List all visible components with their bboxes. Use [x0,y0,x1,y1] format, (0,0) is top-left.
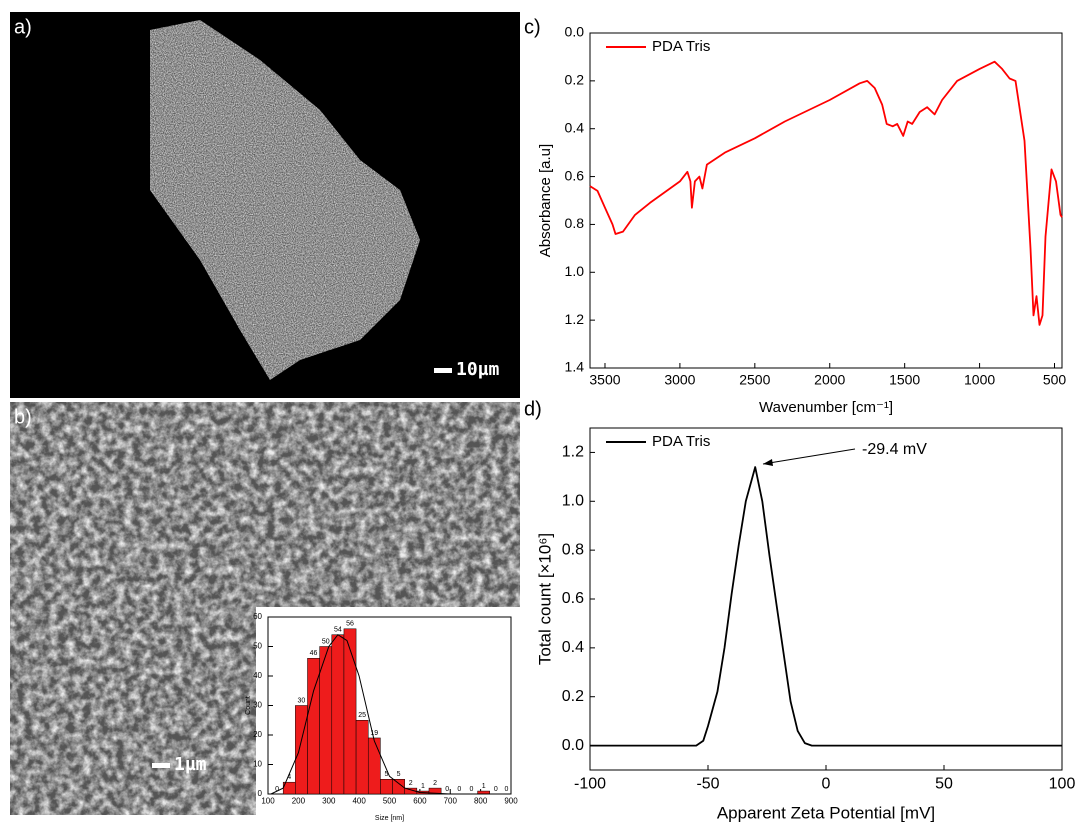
y-axis-label: Count [245,696,252,715]
bar-value-label: 0 [457,786,461,793]
page: a) 10µm b) 1µm c) d) -29.4 mV 1002003004… [0,0,1079,824]
x-tick-label: 100 [261,796,275,805]
bar-value-label: 5 [397,771,401,778]
scale-bar-label: 10µm [456,359,500,380]
x-tick-label: 2500 [739,371,770,387]
panel-label: d) [524,398,542,420]
scale-bar-label: 1µm [174,754,207,775]
y-axis-label: Total count [×10⁶] [535,533,554,665]
x-tick-label: 1500 [889,371,920,387]
y-tick-label: 10 [253,760,262,769]
bar-value-label: 56 [346,621,354,628]
bar [344,629,356,794]
bar-value-label: 1 [482,783,486,790]
y-tick-label: 60 [253,612,262,621]
x-tick-label: 400 [352,796,366,805]
legend-label: PDA Tris [652,433,710,450]
y-tick-label: 0.0 [562,737,584,754]
x-tick-label: 800 [474,796,488,805]
x-tick-label: 200 [292,796,306,805]
x-tick-label: 700 [444,796,458,805]
annotation-arrowhead [763,459,773,466]
panel-label: c) [524,16,541,38]
bar-value-label: 0 [470,786,474,793]
x-tick-label: 100 [1049,776,1076,793]
y-tick-label: 50 [253,642,262,651]
y-tick-label: 0.6 [565,167,585,183]
x-tick-label: 1000 [964,371,995,387]
bar [380,779,392,794]
bar [356,720,368,794]
series-line [590,467,1062,745]
y-tick-label: 1.2 [565,311,585,327]
y-tick-label: 0.0 [565,24,585,40]
bar-value-label: 2 [409,780,413,787]
bar-value-label: 54 [334,627,342,634]
bar-value-label: 0 [494,786,498,793]
y-tick-label: 1.0 [562,493,584,510]
panel-label: a) [14,16,32,38]
x-tick-label: 0 [822,776,831,793]
y-tick-label: 0.4 [562,639,584,656]
panel-label: b) [14,406,32,428]
bar [368,738,380,794]
x-tick-label: -100 [574,776,606,793]
x-tick-label: 900 [504,796,518,805]
y-tick-label: 0 [258,789,263,798]
y-tick-label: 0.2 [565,72,585,88]
y-tick-label: 1.2 [562,444,584,461]
y-tick-label: 0.4 [565,119,585,135]
bar-value-label: 50 [322,638,330,645]
y-tick-label: 0.8 [565,215,585,231]
x-tick-label: 500 [383,796,397,805]
x-tick-label: 3000 [664,371,695,387]
y-tick-label: 20 [253,730,262,739]
plot-frame [590,33,1062,368]
x-tick-label: 300 [322,796,336,805]
bar-value-label: 1 [421,783,425,790]
bar-value-label: 46 [310,650,318,657]
bar-value-label: 25 [358,712,366,719]
legend-label: PDA Tris [652,38,710,55]
x-tick-label: 600 [413,796,427,805]
bar-value-label: 0 [445,786,449,793]
x-axis-label: Size [nm] [375,815,404,822]
plot-frame [590,428,1062,770]
x-tick-label: 3500 [589,371,620,387]
y-tick-label: 40 [253,671,262,680]
x-axis-label: Apparent Zeta Potential [mV] [717,803,935,822]
figure: a) 10µm b) 1µm c) d) -29.4 mV 1002003004… [0,0,1079,824]
y-axis-label: Absorbance [a.u] [537,144,554,257]
bar-value-label: 2 [433,780,437,787]
y-tick-label: 1.0 [565,263,585,279]
y-tick-label: 1.4 [565,359,585,375]
x-tick-label: 500 [1043,371,1067,387]
y-tick-label: 0.8 [562,541,584,558]
bar-value-label: 30 [298,697,306,704]
series-line [590,62,1062,325]
bar [332,635,344,794]
x-tick-label: 50 [935,776,953,793]
x-tick-label: 2000 [814,371,845,387]
x-axis-label: Wavenumber [cm⁻¹] [759,399,893,416]
scale-bar [434,368,452,373]
bar-value-label: 0 [504,786,508,793]
bar [295,706,307,795]
x-tick-label: -50 [696,776,719,793]
y-tick-label: 0.2 [562,688,584,705]
annotation: -29.4 mV [862,441,927,458]
y-tick-label: 30 [253,701,262,710]
annotation-arrow [763,449,855,464]
scale-bar [152,763,170,768]
y-tick-label: 0.6 [562,590,584,607]
